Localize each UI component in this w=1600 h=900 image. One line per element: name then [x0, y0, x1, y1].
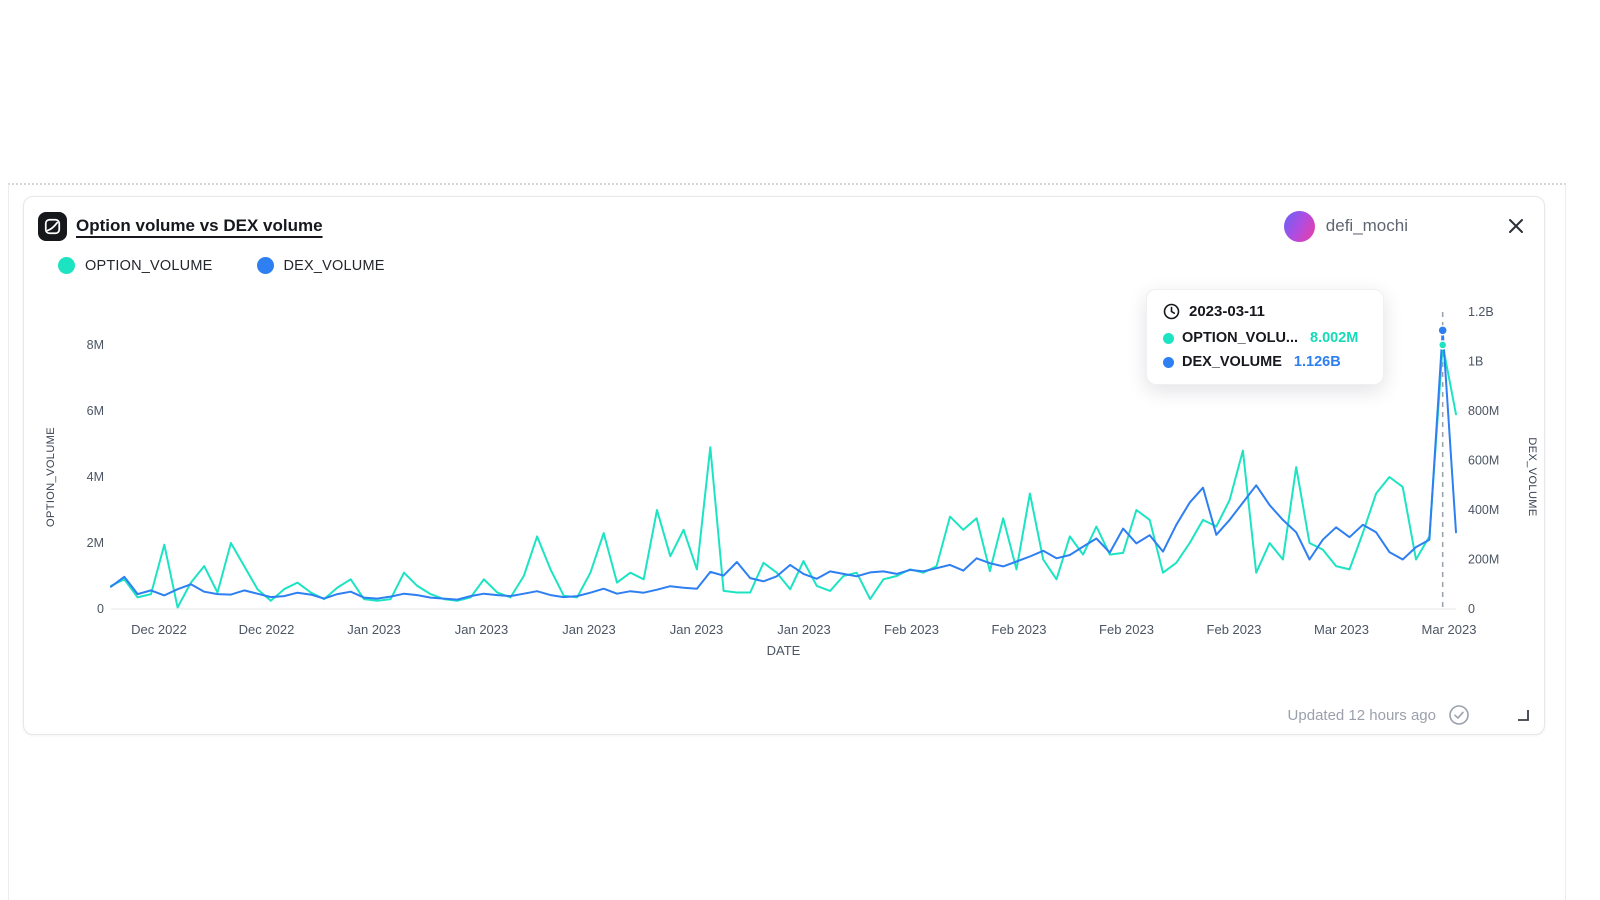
dashboard-canvas — [8, 183, 1566, 900]
option-volume-marker — [1437, 340, 1448, 350]
tooltip-row-dex: DEX_VOLUME 1.126B — [1163, 354, 1367, 370]
svg-text:OPTION_VOLUME: OPTION_VOLUME — [45, 427, 57, 527]
svg-text:DATE: DATE — [767, 643, 801, 658]
svg-text:Dec 2022: Dec 2022 — [131, 622, 187, 637]
legend-item-dex-volume[interactable]: DEX_VOLUME — [256, 257, 385, 274]
svg-text:8M: 8M — [87, 338, 104, 352]
svg-text:Feb 2023: Feb 2023 — [1207, 622, 1262, 637]
svg-text:Feb 2023: Feb 2023 — [884, 622, 939, 637]
tooltip-date: 2023-03-11 — [1189, 303, 1265, 320]
tooltip-label: DEX_VOLUME — [1182, 354, 1282, 370]
author-avatar — [1283, 210, 1315, 242]
legend-label: OPTION_VOLUME — [85, 257, 213, 274]
app-logo-icon — [38, 211, 67, 241]
resize-corner-handle[interactable] — [1516, 708, 1530, 722]
svg-text:6M: 6M — [87, 404, 104, 418]
svg-text:600M: 600M — [1468, 454, 1499, 468]
tooltip-row-option: OPTION_VOLU... 8.002M — [1163, 330, 1367, 346]
close-button[interactable] — [1502, 212, 1530, 240]
tooltip-value: 1.126B — [1293, 354, 1341, 370]
svg-text:Jan 2023: Jan 2023 — [562, 622, 616, 637]
legend-label: DEX_VOLUME — [283, 257, 385, 274]
svg-text:0: 0 — [1468, 602, 1475, 616]
svg-text:Mar 2023: Mar 2023 — [1422, 622, 1477, 637]
svg-text:Dec 2022: Dec 2022 — [239, 622, 295, 637]
svg-text:Feb 2023: Feb 2023 — [992, 622, 1047, 637]
legend-item-option-volume[interactable]: OPTION_VOLUME — [58, 257, 213, 274]
option-volume-line — [110, 343, 1457, 609]
svg-text:800M: 800M — [1468, 404, 1499, 418]
svg-text:4M: 4M — [87, 470, 104, 484]
chart-canvas[interactable]: 0 2M 4M 6M 8M 0 200M 400M 600M 800M 1B 1.2B Dec 2022… — [24, 292, 1546, 682]
svg-text:Jan 2023: Jan 2023 — [777, 622, 831, 637]
check-circle-icon — [1449, 705, 1469, 725]
tooltip-label: OPTION_VOLU... — [1182, 330, 1299, 346]
dex-volume-dot-icon — [1163, 356, 1174, 368]
card-header: Option volume vs DEX volume defi_mochi — [38, 209, 1530, 243]
author-name[interactable]: defi_mochi — [1325, 216, 1408, 235]
svg-text:Jan 2023: Jan 2023 — [347, 622, 401, 637]
dex-volume-marker — [1437, 325, 1448, 336]
svg-text:0: 0 — [97, 602, 104, 616]
chart-area: 0 2M 4M 6M 8M 0 200M 400M 600M 800M 1B 1.2B Dec 2022… — [24, 292, 1546, 682]
chart-legend: OPTION_VOLUME DEX_VOLUME — [58, 257, 385, 274]
card-footer: Updated 12 hours ago — [1288, 704, 1470, 726]
svg-text:Jan 2023: Jan 2023 — [455, 622, 509, 637]
option-volume-swatch-icon — [58, 257, 75, 274]
tooltip-value: 8.002M — [1310, 330, 1359, 346]
svg-text:400M: 400M — [1468, 503, 1499, 517]
svg-text:Feb 2023: Feb 2023 — [1099, 622, 1154, 637]
close-icon — [1509, 219, 1523, 233]
svg-text:200M: 200M — [1468, 553, 1499, 567]
chart-card: Option volume vs DEX volume defi_mochi O… — [23, 196, 1545, 735]
svg-text:1.2B: 1.2B — [1468, 305, 1494, 319]
svg-text:1B: 1B — [1468, 355, 1483, 369]
chart-tooltip: 2023-03-11 OPTION_VOLU... 8.002M DEX_VOL… — [1146, 289, 1384, 385]
updated-status: Updated 12 hours ago — [1287, 706, 1436, 724]
dex-volume-line — [110, 329, 1457, 601]
option-volume-dot-icon — [1163, 332, 1174, 344]
chart-title-link[interactable]: Option volume vs DEX volume — [76, 216, 323, 235]
svg-text:Jan 2023: Jan 2023 — [670, 622, 724, 637]
svg-text:2M: 2M — [87, 536, 104, 550]
svg-text:Mar 2023: Mar 2023 — [1314, 622, 1369, 637]
clock-icon — [1163, 303, 1180, 320]
svg-text:DEX_VOLUME: DEX_VOLUME — [1526, 437, 1538, 516]
dex-volume-swatch-icon — [256, 257, 274, 274]
